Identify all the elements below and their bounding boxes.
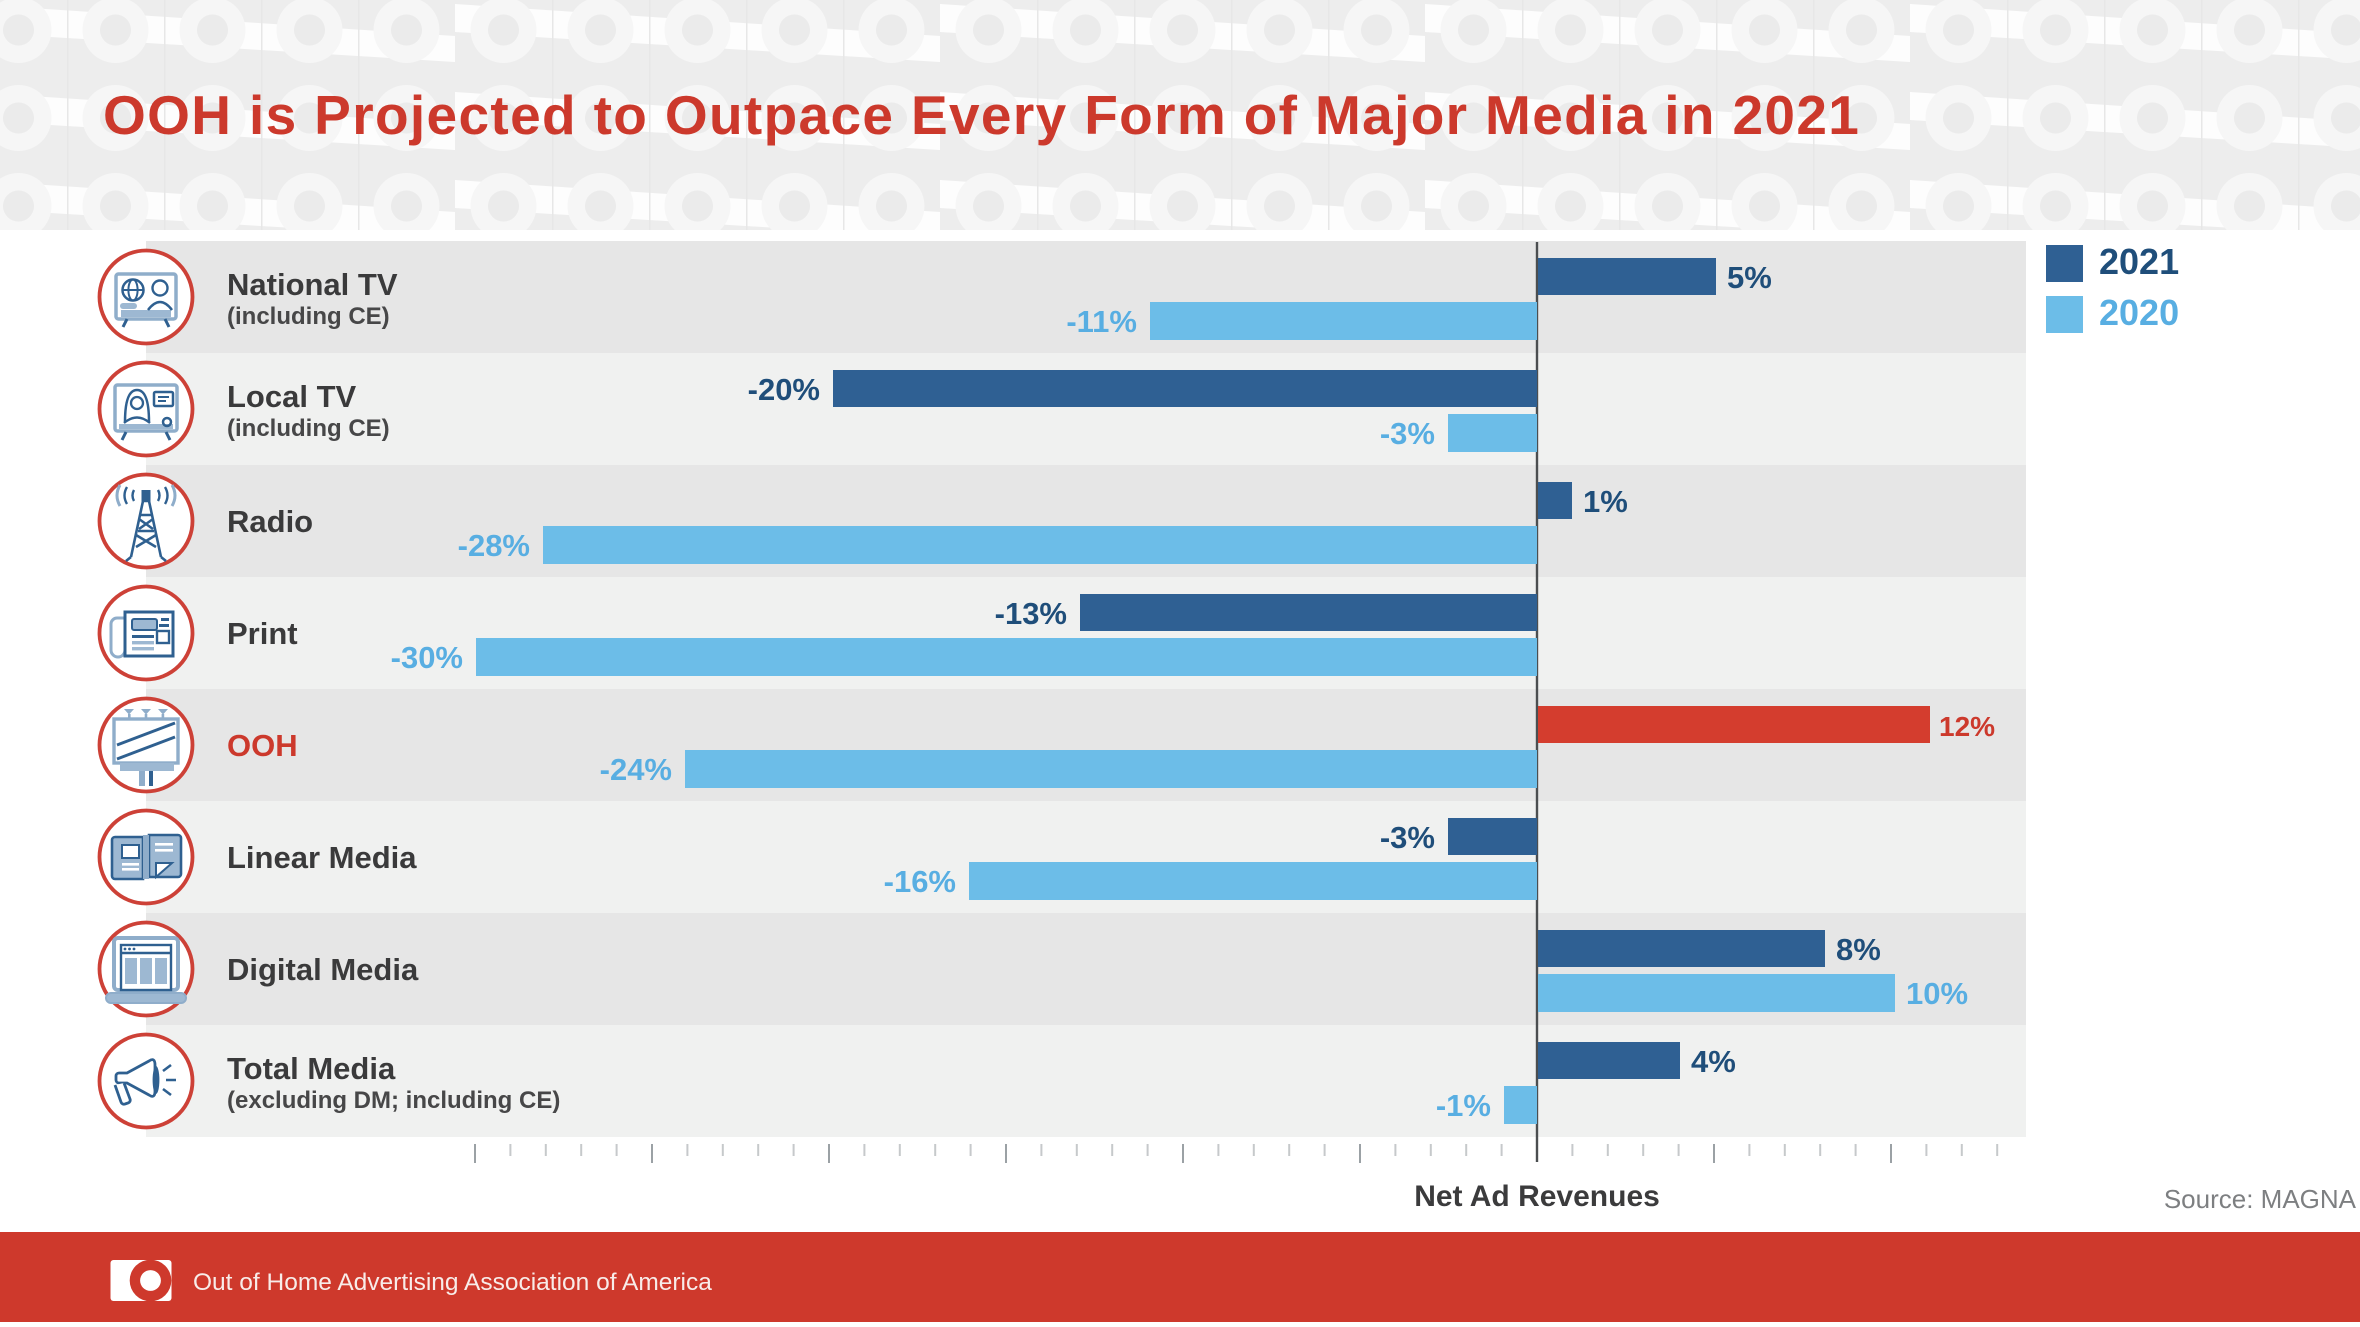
svg-text:Total Media: Total Media [227, 1051, 396, 1086]
svg-text:(excluding DM; including CE): (excluding DM; including CE) [227, 1087, 560, 1114]
svg-text:OOH is Projected to Outpace Ev: OOH is Projected to Outpace Every Form o… [103, 84, 1860, 146]
svg-text:Digital Media: Digital Media [227, 952, 419, 987]
svg-text:10%: 10% [1906, 976, 1968, 1011]
svg-text:2021: 2021 [2099, 241, 2179, 282]
svg-text:Source: MAGNA: Source: MAGNA [2164, 1184, 2357, 1214]
svg-text:-24%: -24% [600, 752, 672, 787]
svg-text:-11%: -11% [1066, 304, 1137, 339]
svg-text:OOH: OOH [227, 728, 298, 763]
svg-text:-1%: -1% [1436, 1088, 1491, 1123]
svg-text:Print: Print [227, 616, 298, 651]
svg-text:National TV: National TV [227, 267, 398, 302]
svg-text:-16%: -16% [884, 864, 956, 899]
svg-text:(including CE): (including CE) [227, 303, 390, 330]
svg-text:(including CE): (including CE) [227, 415, 390, 442]
svg-text:12%: 12% [1939, 711, 1995, 742]
svg-text:Radio: Radio [227, 504, 313, 539]
svg-text:4%: 4% [1691, 1044, 1736, 1079]
svg-text:-30%: -30% [391, 640, 463, 675]
svg-text:-3%: -3% [1380, 416, 1435, 451]
svg-text:-28%: -28% [458, 528, 530, 563]
svg-text:5%: 5% [1727, 260, 1772, 295]
svg-text:8%: 8% [1836, 932, 1881, 967]
svg-text:Out of Home Advertising Associ: Out of Home Advertising Association of A… [193, 1269, 712, 1296]
svg-text:-20%: -20% [748, 372, 820, 407]
svg-text:-13%: -13% [995, 596, 1067, 631]
svg-text:Net Ad Revenues: Net Ad Revenues [1414, 1180, 1660, 1213]
svg-text:2020: 2020 [2099, 292, 2179, 333]
svg-text:-3%: -3% [1380, 820, 1435, 855]
svg-text:Linear Media: Linear Media [227, 840, 417, 875]
svg-text:Local TV: Local TV [227, 379, 357, 414]
svg-text:1%: 1% [1583, 484, 1628, 519]
